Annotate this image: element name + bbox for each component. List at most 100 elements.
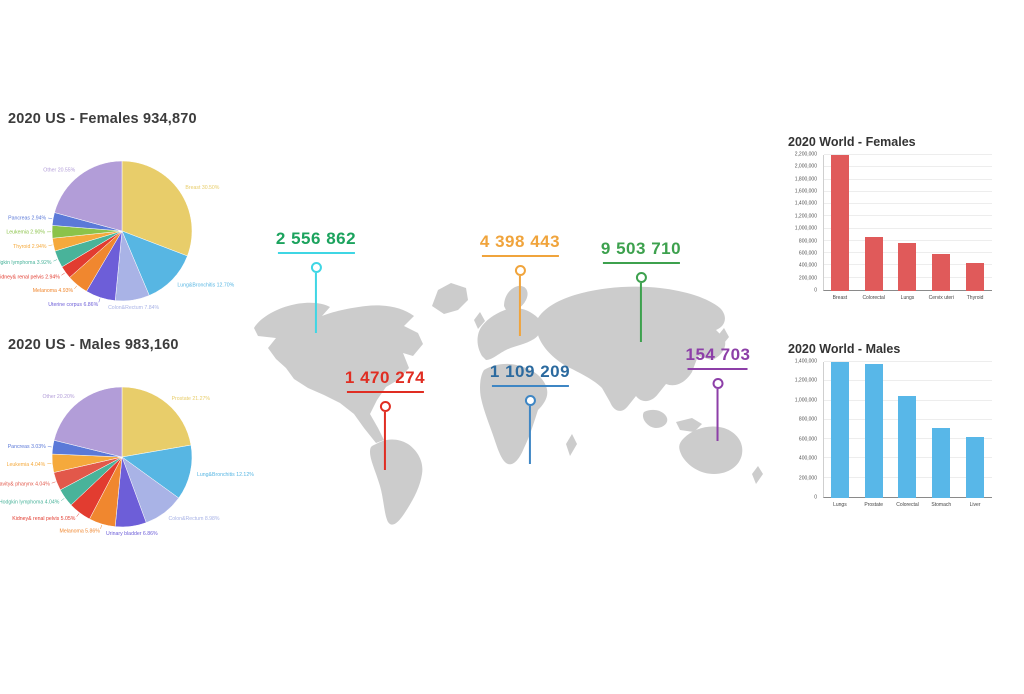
bar-slot bbox=[891, 155, 925, 291]
pie-label-uterine-corpus: Uterine corpus 6.86% bbox=[48, 302, 98, 308]
bar-slot bbox=[891, 362, 925, 498]
world-females-bar-chart: 0 200,000 400,000 600,000 800,000 1,000,000 1,… bbox=[788, 152, 994, 303]
y-axis-labels: 0 200,000 400,000 600,000 800,000 1,000,000 1,… bbox=[788, 152, 819, 294]
y-tick-label: 800,000 bbox=[798, 416, 817, 423]
us-males-pie-chart: Prostate 21.27% Lung&Bronchitis 12.12% Col… bbox=[0, 367, 254, 547]
bar-colorectal bbox=[864, 237, 883, 291]
x-tick-label-breast: Breast bbox=[832, 295, 848, 301]
pie-slice-other bbox=[53, 386, 123, 458]
pie-label-leukemia: Leukemia 2.90% bbox=[6, 230, 45, 236]
gridline bbox=[824, 380, 992, 382]
continent-north-america bbox=[254, 302, 423, 443]
bar-liver bbox=[966, 436, 985, 498]
x-axis-labels: Breast Colorectal Lungs Cervix uteri Thyroid bbox=[823, 293, 992, 303]
bar-lungs bbox=[898, 243, 917, 291]
pie-label-thyroid: Thyroid 2.94% bbox=[13, 244, 47, 250]
gridline bbox=[824, 361, 992, 362]
pie-label-urinary-bladder: Urinary bladder 6.86% bbox=[106, 531, 158, 537]
world-males-bar-chart: 0 200,000 400,000 600,000 800,000 1,000,000 1,… bbox=[788, 358, 994, 510]
marker-value-north-america: 2 556 862 bbox=[275, 229, 357, 248]
gridline bbox=[824, 178, 992, 180]
x-tick-label-lungs: Lungs bbox=[833, 502, 847, 508]
bar-slot bbox=[857, 362, 891, 498]
y-tick-label: 0 bbox=[814, 494, 817, 501]
bar-cervix-uteri bbox=[932, 253, 951, 291]
x-tick-label-colorectal: Colorectal bbox=[896, 502, 919, 508]
bar-slot bbox=[823, 155, 857, 291]
pie-label-melanoma: Melanoma 5.86% bbox=[60, 529, 101, 535]
marker-underline bbox=[602, 262, 680, 264]
bar-thyroid bbox=[966, 263, 985, 291]
y-tick-label: 1,400,000 bbox=[794, 200, 817, 207]
gridline bbox=[824, 154, 992, 155]
pie-leader-line bbox=[60, 498, 65, 501]
region-scandinavia bbox=[504, 285, 528, 314]
x-tick-label-liver: Liver bbox=[969, 502, 981, 508]
pie-leader-line bbox=[100, 524, 102, 529]
y-tick-label: 600,000 bbox=[798, 250, 817, 257]
pie-label-other: Other 20.55% bbox=[43, 168, 75, 174]
us-females-pie-chart: Breast 30.50% Lung&Bronchitis 12.70% Colon… bbox=[0, 141, 250, 321]
island-britain bbox=[474, 312, 485, 329]
y-tick-label: 2,000,000 bbox=[794, 163, 817, 170]
bar-slot bbox=[924, 362, 958, 498]
pie-leader-line bbox=[47, 446, 52, 448]
pie-leader-line bbox=[51, 481, 56, 484]
island-madagascar bbox=[566, 434, 577, 456]
bars bbox=[823, 155, 992, 291]
gridline bbox=[824, 166, 992, 168]
pie-label-lung-bronchitis: Lung&Bronchitis 12.12% bbox=[197, 472, 254, 478]
pie-label-melanoma: Melanoma 4.93% bbox=[33, 288, 74, 294]
world-females-title: 2020 World - Females bbox=[788, 135, 916, 149]
island-new-zealand bbox=[752, 466, 763, 484]
us-females-title: 2020 US - Females 934,870 bbox=[8, 111, 197, 127]
bar-lungs bbox=[830, 362, 849, 498]
bar-breast bbox=[830, 155, 849, 291]
x-tick-label-colorectal: Colorectal bbox=[862, 295, 885, 301]
bars bbox=[823, 362, 992, 498]
pie-slice-lung-bronchitis bbox=[121, 230, 188, 296]
y-tick-label: 1,600,000 bbox=[794, 188, 817, 195]
y-tick-label: 800,000 bbox=[798, 238, 817, 245]
gridline bbox=[824, 227, 992, 229]
pie-svg: Breast 30.50% Lung&Bronchitis 12.70% Colon… bbox=[0, 160, 235, 311]
pie-leader-line bbox=[74, 285, 78, 290]
x-tick-label-thyroid: Thyroid bbox=[966, 295, 984, 301]
marker-pin-icon bbox=[514, 265, 526, 276]
pie-label-non-hodgkin-lymphoma: Non-Hodgkin lymphoma 4.04% bbox=[0, 500, 60, 506]
pie-label-leukemia: Leukemia 4.04% bbox=[7, 462, 46, 468]
marker-pin-icon bbox=[310, 262, 322, 273]
continent-australia bbox=[679, 426, 743, 474]
pie-label-pancreas: Pancreas 2.94% bbox=[8, 216, 46, 222]
pie-label-oral-cavity-pharynx: Oral cavity& pharynx 4.04% bbox=[0, 482, 50, 488]
pie-svg: Prostate 21.27% Lung&Bronchitis 12.12% Col… bbox=[0, 386, 254, 537]
bar-slot bbox=[857, 155, 891, 291]
us-males-section: 2020 US - Males 983,160 Prostate 21.27% L… bbox=[0, 337, 260, 547]
y-tick-label: 1,000,000 bbox=[794, 225, 817, 232]
x-tick-label-lungs: Lungs bbox=[900, 295, 915, 301]
x-tick-label-stomach: Stomach bbox=[931, 502, 952, 508]
continent-europe bbox=[477, 308, 542, 360]
y-tick-label: 1,400,000 bbox=[794, 358, 817, 365]
pie-slice-prostate bbox=[121, 386, 192, 458]
y-tick-label: 1,200,000 bbox=[794, 213, 817, 220]
us-males-title: 2020 US - Males 983,160 bbox=[8, 337, 179, 353]
world-map-silhouette bbox=[254, 283, 763, 525]
pie-label-non-hodgkin-lymphoma: Non-Hodgkin lymphoma 3.92% bbox=[0, 260, 52, 266]
y-tick-label: 200,000 bbox=[798, 275, 817, 282]
continent-south-america bbox=[370, 439, 423, 525]
x-tick-label-cervix-uteri: Cervix uteri bbox=[928, 295, 954, 301]
bar-stomach bbox=[932, 428, 951, 498]
pie-leader-line bbox=[61, 272, 65, 276]
bar-slot bbox=[823, 362, 857, 498]
pie-label-kidney-renal-pelvis: Kidney& renal pelvis 2.94% bbox=[0, 274, 60, 280]
pie-slice-lung-bronchitis bbox=[121, 444, 193, 499]
us-females-section: 2020 US - Females 934,870 Breast 30.50% L… bbox=[0, 111, 260, 321]
marker-underline bbox=[481, 255, 559, 257]
world-females-section: 2020 World - Females 0 200,000 400,000 600,… bbox=[788, 135, 1002, 303]
x-tick-label-prostate: Prostate bbox=[864, 502, 883, 508]
pie-leader-line bbox=[98, 298, 101, 303]
y-tick-label: 0 bbox=[814, 287, 817, 294]
world-males-section: 2020 World - Males 0 200,000 400,000 600,00… bbox=[788, 342, 1002, 510]
